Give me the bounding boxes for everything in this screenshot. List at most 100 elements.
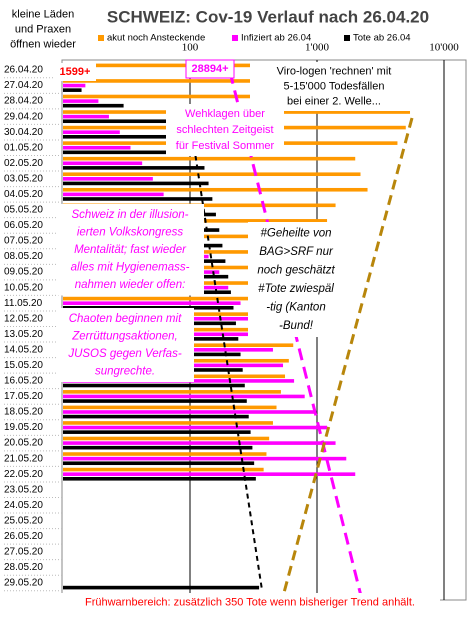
x-tick-label: 1'000 [305, 42, 329, 54]
bar [63, 410, 316, 414]
annotation-box [2, 5, 84, 54]
bar [63, 585, 260, 590]
annotation-box [166, 104, 284, 156]
annotation-text: Wehklagen über [185, 108, 265, 120]
legend-label: akut noch Ansteckende [107, 33, 205, 44]
annotation-text: Viro-logen 'rechnen' mit [277, 65, 392, 77]
annotation-box [250, 62, 418, 111]
y-tick-label: 03.05.20 [4, 173, 43, 184]
bar [63, 472, 356, 476]
bar [63, 187, 368, 192]
bar [63, 301, 241, 305]
legend-swatch [232, 35, 238, 41]
annotation-text: -tig (Kanton [266, 301, 325, 313]
y-tick-label: 09.05.20 [4, 267, 43, 278]
annotation-text: nahmen wieder offen: [75, 279, 186, 291]
annotation-text: und Praxen [15, 23, 71, 35]
bar [63, 177, 153, 181]
annotation-text: für Festival Sommer [176, 140, 275, 152]
grid: 100 1'000 10'000 26.04.20 27.04.20 28.04.20 29… [4, 42, 459, 600]
bar [63, 445, 253, 450]
y-tick-label: 23.05.20 [4, 484, 43, 495]
y-tick-label: 10.05.20 [4, 282, 43, 293]
y-tick-label: 04.05.20 [4, 189, 43, 200]
annotations: akut noch Ansteckende Infiziert ab 26.04 T… [2, 5, 440, 612]
annotation-box [56, 204, 204, 296]
bar [63, 476, 256, 481]
bar [63, 94, 405, 99]
trend-line [189, 119, 263, 591]
annotation-box [185, 59, 235, 79]
y-tick-label: 16.05.20 [4, 376, 43, 387]
annotation-text: sungrechte. [95, 365, 155, 377]
bar [63, 452, 267, 456]
y-tick-label: 28.05.20 [4, 562, 43, 573]
annotation-text: noch geschätzt [257, 264, 335, 276]
bar [63, 405, 277, 410]
bar [63, 394, 305, 399]
bar [63, 83, 86, 88]
legend-label: Tote ab 26.04 [353, 33, 411, 44]
bar [63, 99, 99, 103]
annotation-text: Chaoten beginnen mit [69, 313, 182, 325]
bar [63, 114, 109, 119]
annotation-text: kleine Läden [12, 8, 74, 20]
y-tick-label: 26.05.20 [4, 531, 43, 542]
bar [63, 399, 247, 403]
y-tick-label: 29.05.20 [4, 578, 43, 589]
bar [63, 161, 143, 166]
legend-swatch [98, 35, 104, 41]
y-tick-label: 26.04.20 [4, 65, 43, 76]
y-tick-label: 02.05.20 [4, 158, 43, 169]
y-tick-label: 06.05.20 [4, 220, 43, 231]
y-tick-label: 21.05.20 [4, 453, 43, 464]
y-tick-label: 17.05.20 [4, 391, 43, 402]
y-tick-label: 13.05.20 [4, 329, 43, 340]
y-tick-label: 20.05.20 [4, 438, 43, 449]
bar [63, 461, 255, 466]
y-tick-label: 15.05.20 [4, 360, 43, 371]
y-tick-label: 14.05.20 [4, 344, 43, 355]
annotation-text: Frühwarnbereich: zusätzlich 350 Tote wen… [85, 596, 415, 608]
y-tick-label: 01.05.20 [4, 142, 43, 153]
bar [63, 181, 209, 186]
annotation-text: Zerrüttungsaktionen, [71, 330, 177, 342]
annotation-text: -Bund! [279, 320, 314, 332]
annotation-text: öffnen wieder [10, 38, 76, 50]
bar [63, 414, 249, 419]
bar [63, 383, 245, 388]
bar [63, 150, 201, 155]
bar [63, 119, 190, 124]
y-tick-label: 25.05.20 [4, 515, 43, 526]
bar [63, 156, 356, 161]
annotation-text: bei einer 2. Welle... [287, 95, 381, 107]
annotation-text: Schweiz in der illusion- [72, 209, 189, 221]
y-tick-label: 05.05.20 [4, 205, 43, 216]
y-tick-label: 19.05.20 [4, 422, 43, 433]
legend-swatch [344, 35, 350, 41]
annotation-text: 5-15'000 Todesfällen [284, 80, 385, 92]
annotation-box [248, 222, 344, 337]
annotation-text: #Tote zwiespäl [258, 283, 334, 295]
y-tick-label: 27.05.20 [4, 547, 43, 558]
bar [63, 88, 82, 92]
bar [63, 130, 120, 134]
legend-label: Infiziert ab 26.04 [241, 33, 311, 44]
bar [63, 441, 336, 445]
bar [63, 172, 361, 177]
x-tick-label: 100 [182, 42, 199, 54]
bar [63, 390, 281, 394]
y-tick-label: 24.05.20 [4, 500, 43, 511]
bar [63, 430, 251, 434]
y-tick-label: 18.05.20 [4, 407, 43, 418]
bar [63, 456, 347, 461]
annotation-box [60, 593, 440, 612]
bar [63, 425, 328, 430]
annotation-text: #Geheilte von [261, 227, 332, 239]
annotation-text: 28894+ [191, 63, 228, 75]
bar [63, 305, 234, 310]
y-tick-label: 29.04.20 [4, 111, 43, 122]
trend-line [280, 117, 414, 601]
annotation-text: JUSOS gegen Verfas- [67, 348, 182, 360]
